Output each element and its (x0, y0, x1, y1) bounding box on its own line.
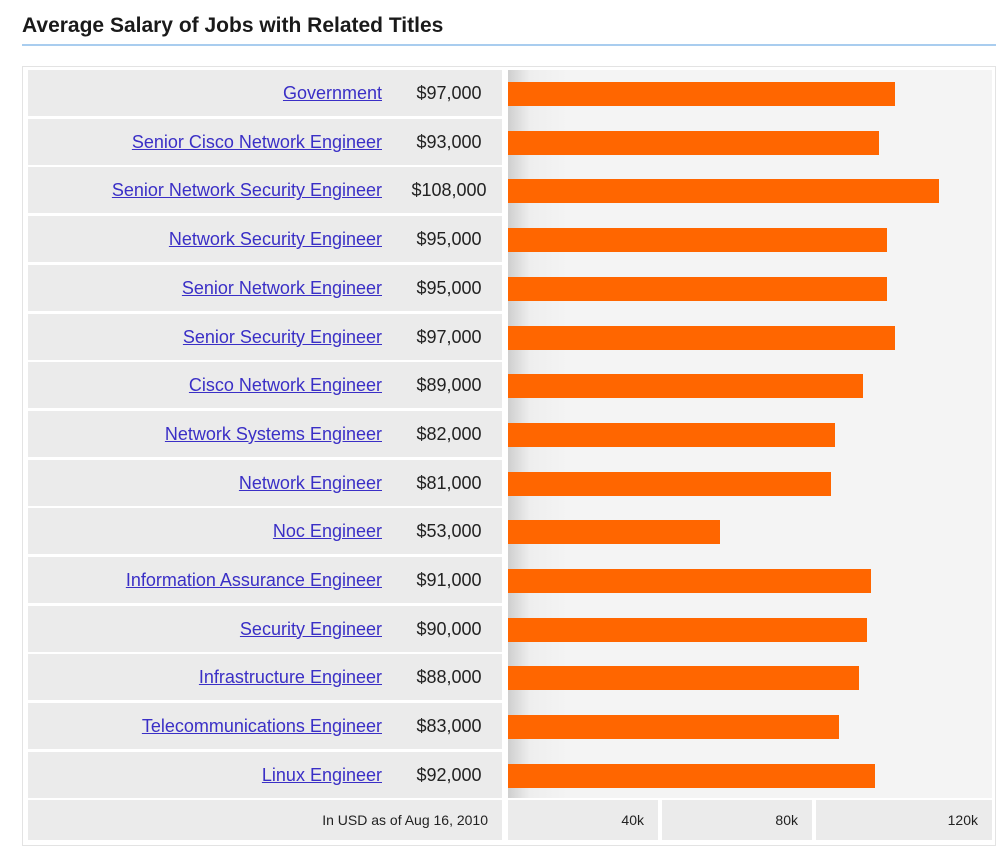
table-row: Information Assurance Engineer $91,000 (28, 557, 992, 603)
table-row: Security Engineer $90,000 (28, 605, 992, 652)
x-tick-cell: 120k (816, 800, 992, 840)
salary-bar (508, 374, 863, 399)
table-row: Network Systems Engineer $82,000 (28, 410, 992, 457)
x-tick-cell: 80k (662, 800, 812, 840)
salary-value: $108,000 (411, 180, 487, 201)
label-cell: Senior Security Engineer $97,000 (28, 313, 502, 360)
job-title-link[interactable]: Noc Engineer (272, 521, 382, 542)
salary-value: $88,000 (416, 667, 482, 688)
plot-area (508, 70, 992, 798)
salary-bar (508, 763, 875, 788)
job-title-link[interactable]: Senior Security Engineer (182, 326, 382, 347)
job-title-link[interactable]: Linux Engineer (261, 764, 382, 785)
x-tick-label: 40k (621, 812, 644, 828)
footer-note-cell: In USD as of Aug 16, 2010 (28, 800, 502, 840)
job-title-link[interactable]: Government (282, 83, 382, 103)
label-cell: Senior Cisco Network Engineer $93,000 (28, 118, 502, 165)
salary-bar (508, 130, 879, 155)
table-row: Noc Engineer $53,000 (28, 508, 992, 555)
label-cell: Network Engineer $81,000 (28, 459, 502, 506)
table-row: Senior Security Engineer $97,000 (28, 313, 992, 360)
label-cell: Telecommunications Engineer $83,000 (28, 703, 502, 750)
job-title-link[interactable]: Security Engineer (239, 618, 382, 639)
salary-bar (508, 276, 887, 301)
title-divider (22, 44, 996, 46)
table-row: Cisco Network Engineer $89,000 (28, 362, 992, 409)
table-row: Telecommunications Engineer $83,000 (28, 703, 992, 750)
label-cell: Senior Network Security Engineer $108,000 (28, 167, 502, 214)
salary-value: $97,000 (416, 83, 482, 103)
salary-bar (508, 617, 867, 642)
label-cell: Senior Network Engineer $95,000 (28, 264, 502, 311)
label-cell: Noc Engineer $53,000 (28, 508, 502, 555)
currency-note: In USD as of Aug 16, 2010 (322, 812, 488, 828)
label-cell: Information Assurance Engineer $91,000 (28, 557, 502, 603)
salary-value: $82,000 (416, 423, 482, 444)
salary-bar (508, 471, 831, 496)
salary-bar (508, 569, 871, 593)
salary-value: $81,000 (416, 472, 482, 493)
salary-value: $95,000 (416, 277, 482, 298)
label-cell: Network Security Engineer $95,000 (28, 216, 502, 263)
x-tick-label: 80k (775, 812, 798, 828)
salary-value: $83,000 (416, 716, 482, 737)
job-title-link[interactable]: Network Security Engineer (168, 229, 382, 250)
salary-value: $89,000 (416, 375, 482, 396)
label-cell: Government $97,000 (28, 70, 502, 116)
job-title-link[interactable]: Senior Network Security Engineer (111, 180, 382, 201)
table-row: Network Security Engineer $95,000 (28, 216, 992, 263)
salary-value: $97,000 (416, 326, 482, 347)
salary-value: $95,000 (416, 229, 482, 250)
salary-bar (508, 422, 835, 447)
salary-bar (508, 325, 895, 350)
label-cell: Network Systems Engineer $82,000 (28, 410, 502, 457)
page-title: Average Salary of Jobs with Related Titl… (22, 14, 444, 37)
table-row: Senior Network Security Engineer $108,000 (28, 167, 992, 214)
job-title-link[interactable]: Network Systems Engineer (164, 423, 382, 444)
salary-value: $92,000 (416, 764, 482, 785)
table-row: Network Engineer $81,000 (28, 459, 992, 506)
table-row: Infrastructure Engineer $88,000 (28, 654, 992, 701)
label-cell: Security Engineer $90,000 (28, 605, 502, 652)
table-row: Senior Network Engineer $95,000 (28, 264, 992, 311)
job-title-link[interactable]: Network Engineer (238, 472, 382, 493)
table-row: Linux Engineer $92,000 (28, 751, 992, 798)
salary-bar (508, 82, 895, 106)
salary-bar (508, 666, 859, 691)
salary-bar (508, 715, 839, 740)
salary-value: $93,000 (416, 131, 482, 152)
job-title-link[interactable]: Cisco Network Engineer (188, 375, 382, 396)
salary-bar (508, 520, 720, 545)
job-title-link[interactable]: Senior Cisco Network Engineer (131, 131, 382, 152)
table-row: Senior Cisco Network Engineer $93,000 (28, 118, 992, 165)
salary-value: $91,000 (416, 570, 482, 590)
label-cell: Linux Engineer $92,000 (28, 751, 502, 798)
salary-bar (508, 179, 939, 204)
job-title-link[interactable]: Senior Network Engineer (181, 277, 382, 298)
job-title-link[interactable]: Infrastructure Engineer (198, 667, 382, 688)
x-tick-cell: 40k (508, 800, 658, 840)
label-cell: Cisco Network Engineer $89,000 (28, 362, 502, 409)
salary-value: $53,000 (416, 521, 482, 542)
salary-bar (508, 228, 887, 253)
x-tick-label: 120k (947, 812, 978, 828)
label-cell: Infrastructure Engineer $88,000 (28, 654, 502, 701)
job-title-link[interactable]: Information Assurance Engineer (125, 570, 382, 590)
job-title-link[interactable]: Telecommunications Engineer (141, 716, 382, 737)
salary-value: $90,000 (416, 618, 482, 639)
table-row: Government $97,000 (28, 70, 992, 116)
